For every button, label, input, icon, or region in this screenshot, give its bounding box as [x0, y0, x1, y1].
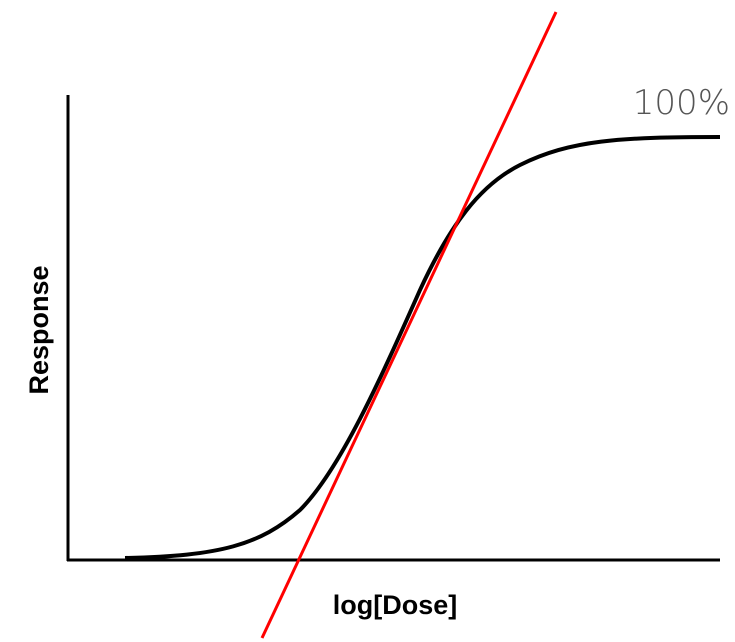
sigmoid-curve [124, 135, 721, 560]
x-axis-label: log[Dose] [333, 590, 458, 620]
y-axis-label: Response [24, 265, 54, 394]
top-label: 100% [633, 83, 730, 123]
tangent-line [260, 11, 558, 639]
